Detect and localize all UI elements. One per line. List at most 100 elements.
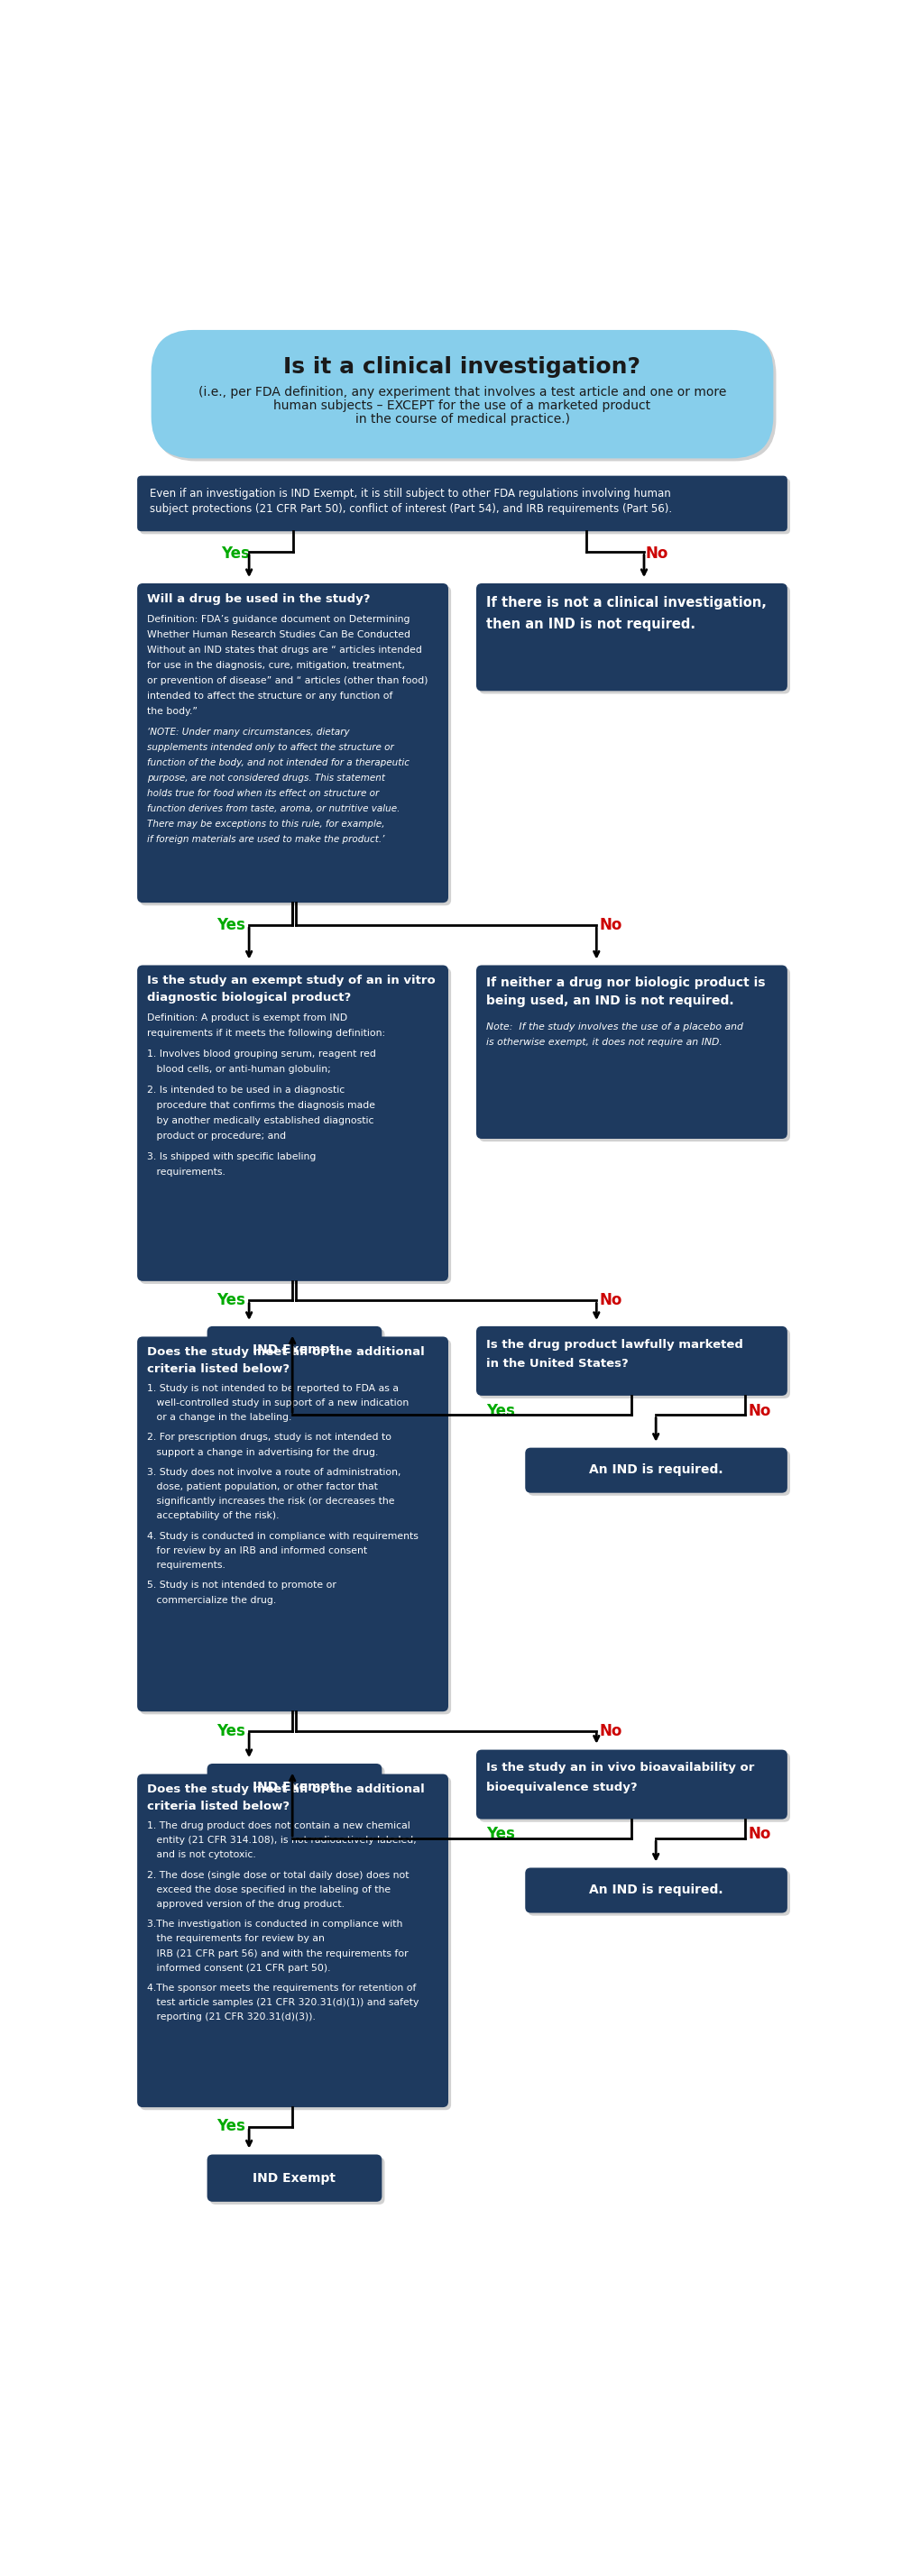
Text: Is it a clinical investigation?: Is it a clinical investigation?	[283, 355, 640, 379]
Text: Without an IND states that drugs are “ articles intended: Without an IND states that drugs are “ a…	[147, 647, 422, 654]
Text: test article samples (21 CFR 320.31(d)(1)) and safety: test article samples (21 CFR 320.31(d)(1…	[147, 1999, 419, 2007]
Text: product or procedure; and: product or procedure; and	[147, 1131, 286, 1141]
Text: 4.The sponsor meets the requirements for retention of: 4.The sponsor meets the requirements for…	[147, 1984, 416, 1994]
Text: supplements intended only to affect the structure or: supplements intended only to affect the …	[147, 742, 394, 752]
Text: the requirements for review by an: the requirements for review by an	[147, 1935, 325, 1942]
Text: function of the body, and not intended for a therapeutic: function of the body, and not intended f…	[147, 757, 410, 768]
Text: for review by an IRB and informed consent: for review by an IRB and informed consen…	[147, 1546, 367, 1556]
FancyBboxPatch shape	[207, 2154, 382, 2202]
FancyBboxPatch shape	[140, 969, 451, 1283]
FancyBboxPatch shape	[137, 477, 787, 531]
Text: human subjects – EXCEPT for the use of a marketed product: human subjects – EXCEPT for the use of a…	[273, 399, 651, 412]
FancyBboxPatch shape	[479, 1329, 790, 1399]
Text: IND Exempt: IND Exempt	[253, 2172, 336, 2184]
FancyBboxPatch shape	[479, 1752, 790, 1821]
Text: (i.e., per FDA definition, any experiment that involves a test article and one o: (i.e., per FDA definition, any experimen…	[198, 386, 726, 399]
Text: Is the study an in vivo bioavailability or: Is the study an in vivo bioavailability …	[486, 1762, 754, 1775]
FancyBboxPatch shape	[479, 969, 790, 1141]
Text: 3.The investigation is conducted in compliance with: 3.The investigation is conducted in comp…	[147, 1919, 402, 1929]
FancyBboxPatch shape	[140, 587, 451, 907]
FancyBboxPatch shape	[137, 1775, 448, 2107]
Text: in the course of medical practice.): in the course of medical practice.)	[355, 412, 570, 425]
Text: blood cells, or anti-human globulin;: blood cells, or anti-human globulin;	[147, 1066, 331, 1074]
Text: being used, an IND is not required.: being used, an IND is not required.	[486, 994, 733, 1007]
Text: function derives from taste, aroma, or nutritive value.: function derives from taste, aroma, or n…	[147, 804, 400, 814]
Text: No: No	[748, 1826, 771, 1842]
Text: or a change in the labeling.: or a change in the labeling.	[147, 1414, 291, 1422]
Text: Note:  If the study involves the use of a placebo and: Note: If the study involves the use of a…	[486, 1023, 743, 1030]
Text: requirements if it meets the following definition:: requirements if it meets the following d…	[147, 1028, 385, 1038]
Text: 2. Is intended to be used in a diagnostic: 2. Is intended to be used in a diagnosti…	[147, 1087, 345, 1095]
FancyBboxPatch shape	[137, 582, 448, 902]
Text: is otherwise exempt, it does not require an IND.: is otherwise exempt, it does not require…	[486, 1038, 723, 1046]
Text: significantly increases the risk (or decreases the: significantly increases the risk (or dec…	[147, 1497, 394, 1507]
Text: ‘NOTE: Under many circumstances, dietary: ‘NOTE: Under many circumstances, dietary	[147, 729, 350, 737]
Text: 1. Involves blood grouping serum, reagent red: 1. Involves blood grouping serum, reagen…	[147, 1051, 376, 1059]
FancyBboxPatch shape	[140, 1340, 451, 1713]
Text: No: No	[748, 1401, 771, 1419]
Text: if foreign materials are used to make the product.’: if foreign materials are used to make th…	[147, 835, 384, 845]
Text: requirements.: requirements.	[147, 1561, 226, 1569]
FancyBboxPatch shape	[140, 479, 790, 533]
Text: No: No	[599, 917, 622, 933]
FancyBboxPatch shape	[528, 1870, 790, 1917]
Text: by another medically established diagnostic: by another medically established diagnos…	[147, 1115, 373, 1126]
Text: Will a drug be used in the study?: Will a drug be used in the study?	[147, 592, 370, 605]
Text: Whether Human Research Studies Can Be Conducted: Whether Human Research Studies Can Be Co…	[147, 631, 410, 639]
FancyBboxPatch shape	[154, 332, 776, 461]
FancyBboxPatch shape	[137, 966, 448, 1280]
Text: If neither a drug nor biologic product is: If neither a drug nor biologic product i…	[486, 976, 765, 989]
Text: the body.”: the body.”	[147, 706, 198, 716]
Text: 1. The drug product does not contain a new chemical: 1. The drug product does not contain a n…	[147, 1821, 410, 1832]
Text: or prevention of disease” and “ articles (other than food): or prevention of disease” and “ articles…	[147, 677, 428, 685]
FancyBboxPatch shape	[140, 1777, 451, 2110]
Text: There may be exceptions to this rule, for example,: There may be exceptions to this rule, fo…	[147, 819, 384, 829]
FancyBboxPatch shape	[210, 1767, 384, 1814]
Text: acceptability of the risk).: acceptability of the risk).	[147, 1512, 279, 1520]
Text: Yes: Yes	[486, 1826, 515, 1842]
Text: for use in the diagnosis, cure, mitigation, treatment,: for use in the diagnosis, cure, mitigati…	[147, 662, 405, 670]
Text: well-controlled study in support of a new indication: well-controlled study in support of a ne…	[147, 1399, 409, 1406]
Text: 3. Study does not involve a route of administration,: 3. Study does not involve a route of adm…	[147, 1468, 400, 1476]
Text: criteria listed below?: criteria listed below?	[147, 1363, 290, 1376]
FancyBboxPatch shape	[210, 2156, 384, 2205]
FancyBboxPatch shape	[210, 1329, 384, 1376]
Text: Is the drug product lawfully marketed: Is the drug product lawfully marketed	[486, 1340, 743, 1350]
Text: No: No	[646, 546, 668, 562]
Text: 5. Study is not intended to promote or: 5. Study is not intended to promote or	[147, 1582, 336, 1589]
Text: Does the study meet all of the additional: Does the study meet all of the additiona…	[147, 1347, 425, 1358]
Text: criteria listed below?: criteria listed below?	[147, 1801, 290, 1811]
Text: procedure that confirms the diagnosis made: procedure that confirms the diagnosis ma…	[147, 1103, 375, 1110]
Text: IRB (21 CFR part 56) and with the requirements for: IRB (21 CFR part 56) and with the requir…	[147, 1950, 409, 1958]
FancyBboxPatch shape	[207, 1327, 382, 1373]
Text: No: No	[599, 1723, 622, 1739]
Text: IND Exempt: IND Exempt	[253, 1780, 336, 1793]
Text: 4. Study is conducted in compliance with requirements: 4. Study is conducted in compliance with…	[147, 1533, 419, 1540]
FancyBboxPatch shape	[207, 1765, 382, 1811]
Text: then an IND is not required.: then an IND is not required.	[486, 618, 695, 631]
Text: Yes: Yes	[216, 1293, 245, 1309]
Text: diagnostic biological product?: diagnostic biological product?	[147, 992, 351, 1002]
Text: informed consent (21 CFR part 50).: informed consent (21 CFR part 50).	[147, 1963, 330, 1973]
Text: approved version of the drug product.: approved version of the drug product.	[147, 1899, 345, 1909]
FancyBboxPatch shape	[525, 1868, 787, 1914]
Text: An IND is required.: An IND is required.	[589, 1463, 723, 1476]
Text: requirements.: requirements.	[147, 1167, 226, 1177]
Text: Definition: A product is exempt from IND: Definition: A product is exempt from IND	[147, 1015, 347, 1023]
Text: in the United States?: in the United States?	[486, 1358, 629, 1370]
FancyBboxPatch shape	[152, 330, 773, 459]
Text: Is the study an exempt study of an in vitro: Is the study an exempt study of an in vi…	[147, 974, 436, 987]
FancyBboxPatch shape	[479, 587, 790, 693]
Text: Yes: Yes	[216, 2117, 245, 2136]
Text: 3. Is shipped with specific labeling: 3. Is shipped with specific labeling	[147, 1151, 316, 1162]
Text: support a change in advertising for the drug.: support a change in advertising for the …	[147, 1448, 378, 1458]
Text: intended to affect the structure or any function of: intended to affect the structure or any …	[147, 693, 392, 701]
Text: bioequivalence study?: bioequivalence study?	[486, 1783, 637, 1793]
Text: holds true for food when its effect on structure or: holds true for food when its effect on s…	[147, 788, 379, 799]
Text: An IND is required.: An IND is required.	[589, 1883, 723, 1896]
FancyBboxPatch shape	[476, 966, 787, 1139]
Text: and is not cytotoxic.: and is not cytotoxic.	[147, 1850, 256, 1860]
Text: Yes: Yes	[221, 546, 250, 562]
Text: If there is not a clinical investigation,: If there is not a clinical investigation…	[486, 595, 767, 611]
Text: Does the study meet all of the additional: Does the study meet all of the additiona…	[147, 1783, 425, 1795]
